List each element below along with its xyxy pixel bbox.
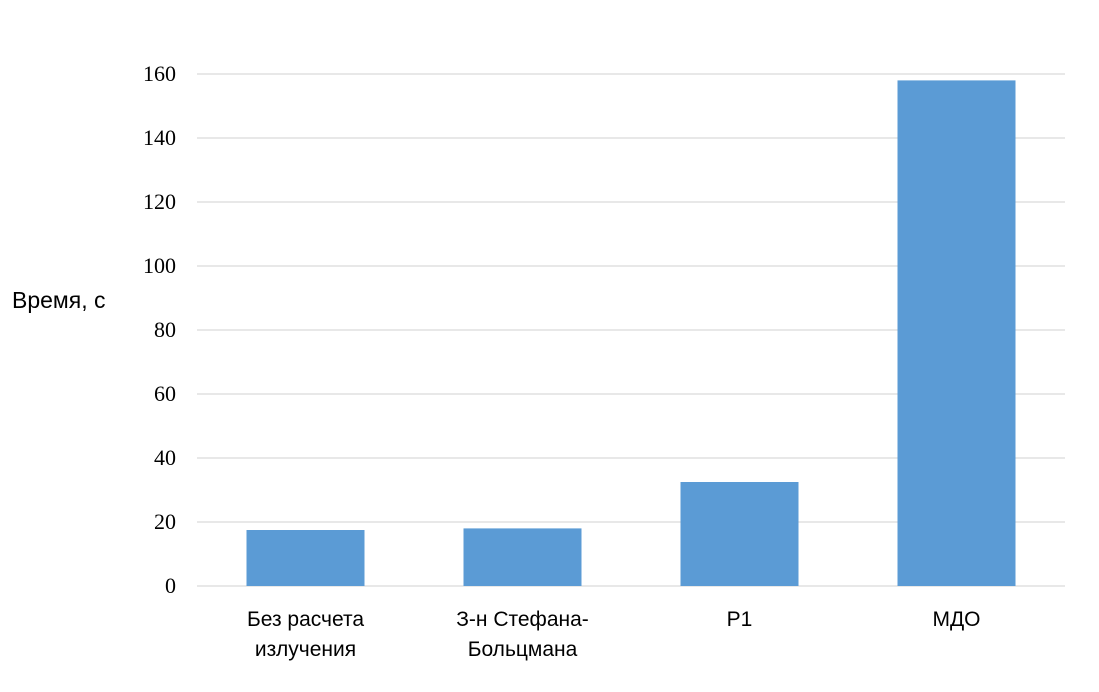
bar (897, 80, 1016, 587)
y-tick-label: 100 (143, 253, 176, 278)
y-tick-label: 160 (143, 61, 176, 86)
y-tick-label: 20 (154, 509, 176, 534)
y-tick-label: 140 (143, 125, 176, 150)
y-axis-ticks: 0 20 40 60 80 100 120 140 160 (143, 61, 176, 598)
y-tick-label: 80 (154, 317, 176, 342)
x-tick-label: МДО (932, 608, 980, 631)
y-tick-label: 120 (143, 189, 176, 214)
x-tick-label: Без расчета излучения (247, 608, 364, 661)
bar (246, 530, 365, 586)
bars (246, 80, 1016, 587)
y-tick-label: 0 (165, 573, 176, 598)
y-tick-label: 40 (154, 445, 176, 470)
x-tick-label: З-н Стефана-Больцмана (456, 608, 589, 661)
x-axis-ticks: Без расчета излучения З-н Стефана-Больцман… (247, 608, 981, 661)
y-tick-label: 60 (154, 381, 176, 406)
y-axis-label: Время, с (12, 287, 105, 313)
bar (680, 482, 799, 586)
x-tick-label: P1 (727, 608, 753, 631)
gridlines (197, 73, 1065, 587)
bar (463, 528, 582, 586)
